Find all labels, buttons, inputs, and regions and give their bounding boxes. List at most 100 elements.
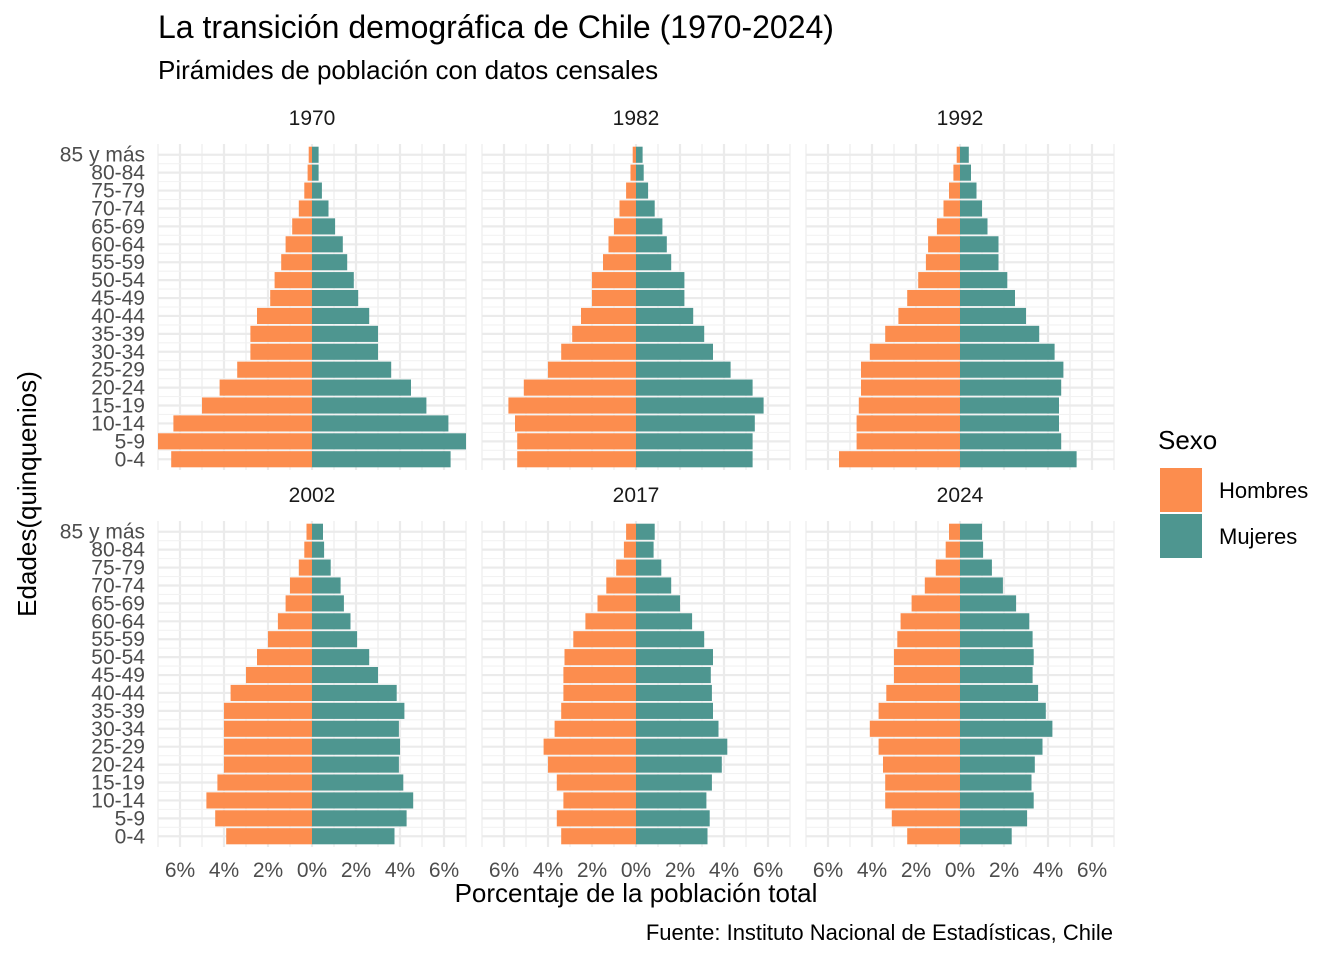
bar-hombres — [943, 200, 960, 217]
bar-mujeres — [960, 307, 1026, 325]
bar-hombres — [219, 379, 312, 396]
bar-hombres — [277, 613, 312, 630]
chart-title: La transición demográfica de Chile (1970… — [158, 9, 834, 45]
x-tick-label: 0% — [297, 859, 327, 882]
bar-mujeres — [960, 182, 977, 199]
bar-mujeres — [636, 559, 662, 576]
y-tick-label: 15-19 — [91, 395, 145, 418]
bar-hombres — [619, 200, 636, 217]
bar-hombres — [945, 541, 960, 558]
bar-mujeres — [636, 415, 755, 432]
bar-hombres — [894, 649, 960, 666]
bar-mujeres — [312, 272, 354, 289]
bar-mujeres — [960, 774, 1032, 791]
y-tick-label: 60-64 — [91, 233, 145, 256]
bar-mujeres — [312, 595, 344, 612]
bar-mujeres — [636, 702, 713, 719]
bar-mujeres — [960, 146, 969, 163]
bar-hombres — [869, 720, 960, 737]
y-tick-label: 55-59 — [91, 628, 145, 651]
bar-mujeres — [312, 182, 322, 199]
bar-hombres — [592, 289, 636, 307]
bar-hombres — [298, 200, 312, 217]
bar-mujeres — [960, 559, 992, 576]
y-tick-label: 75-79 — [91, 180, 145, 203]
legend-label-hombres: Hombres — [1219, 478, 1308, 503]
bar-hombres — [907, 828, 960, 845]
bar-mujeres — [636, 289, 685, 307]
bar-mujeres — [960, 200, 982, 217]
y-tick-label: 35-39 — [91, 700, 145, 723]
bar-mujeres — [312, 254, 348, 271]
bar-mujeres — [960, 236, 999, 253]
bar-mujeres — [636, 200, 655, 217]
x-tick-label: 2% — [665, 859, 695, 882]
bar-hombres — [858, 397, 960, 414]
panel-1992: 1992 — [805, 107, 1115, 470]
y-tick-label: 70-74 — [91, 574, 145, 597]
bar-hombres — [308, 146, 312, 163]
panel-1970: 1970 0-45-910-1415-1920-2425-2930-3435-39… — [60, 107, 467, 471]
bar-hombres — [839, 451, 960, 468]
bar-hombres — [202, 397, 312, 414]
y-tick-label: 80-84 — [91, 162, 145, 185]
bar-mujeres — [312, 577, 341, 594]
panel-title: 2024 — [937, 484, 984, 507]
bar-hombres — [869, 343, 960, 360]
bar-mujeres — [960, 433, 1062, 450]
bar-hombres — [894, 666, 960, 684]
bar-mujeres — [960, 541, 984, 558]
bar-mujeres — [636, 810, 710, 827]
bar-mujeres — [636, 631, 705, 648]
bar-mujeres — [636, 433, 753, 450]
y-tick-label: 65-69 — [91, 592, 145, 615]
bar-mujeres — [960, 684, 1039, 702]
bar-mujeres — [960, 666, 1033, 684]
bar-mujeres — [312, 361, 392, 378]
bar-hombres — [928, 236, 960, 253]
bar-mujeres — [312, 756, 399, 773]
bar-hombres — [173, 415, 312, 432]
x-tick-label: 4% — [533, 859, 563, 882]
y-tick-label: 20-24 — [91, 754, 145, 777]
bar-mujeres — [636, 272, 685, 289]
bar-mujeres — [312, 828, 395, 845]
bar-mujeres — [636, 236, 667, 253]
y-tick-label: 35-39 — [91, 323, 145, 346]
bar-mujeres — [312, 325, 378, 342]
bar-hombres — [517, 433, 636, 450]
y-tick-label: 80-84 — [91, 539, 145, 562]
bar-mujeres — [636, 738, 728, 755]
bar-mujeres — [312, 613, 351, 630]
panel-2002: 2002 0-45-910-1415-1920-2425-2930-3435-39… — [60, 484, 467, 882]
bar-mujeres — [960, 218, 988, 235]
bar-hombres — [250, 343, 312, 360]
bar-mujeres — [312, 649, 370, 666]
x-tick-label: 6% — [165, 859, 195, 882]
bar-hombres — [572, 325, 636, 342]
bar-mujeres — [312, 379, 411, 396]
bar-hombres — [925, 254, 960, 271]
bar-hombres — [949, 182, 960, 199]
y-tick-label: 0-4 — [115, 448, 146, 471]
bar-mujeres — [960, 254, 999, 271]
bar-mujeres — [312, 164, 319, 181]
bar-mujeres — [636, 451, 753, 468]
x-tick-label: 2% — [341, 859, 371, 882]
y-tick-label: 15-19 — [91, 772, 145, 795]
y-tick-label: 45-49 — [91, 287, 145, 310]
bar-hombres — [623, 541, 636, 558]
x-axis-title: Porcentaje de la población total — [455, 878, 818, 908]
y-tick-label: 40-44 — [91, 305, 145, 328]
bar-hombres — [608, 236, 636, 253]
bar-mujeres — [636, 379, 753, 396]
bar-mujeres — [312, 218, 336, 235]
bar-hombres — [592, 272, 636, 289]
x-tick-label: 6% — [1077, 859, 1107, 882]
bar-mujeres — [312, 541, 325, 558]
bar-hombres — [936, 218, 960, 235]
bar-hombres — [563, 684, 636, 702]
bar-mujeres — [636, 649, 713, 666]
bar-mujeres — [636, 397, 764, 414]
bar-hombres — [274, 272, 312, 289]
